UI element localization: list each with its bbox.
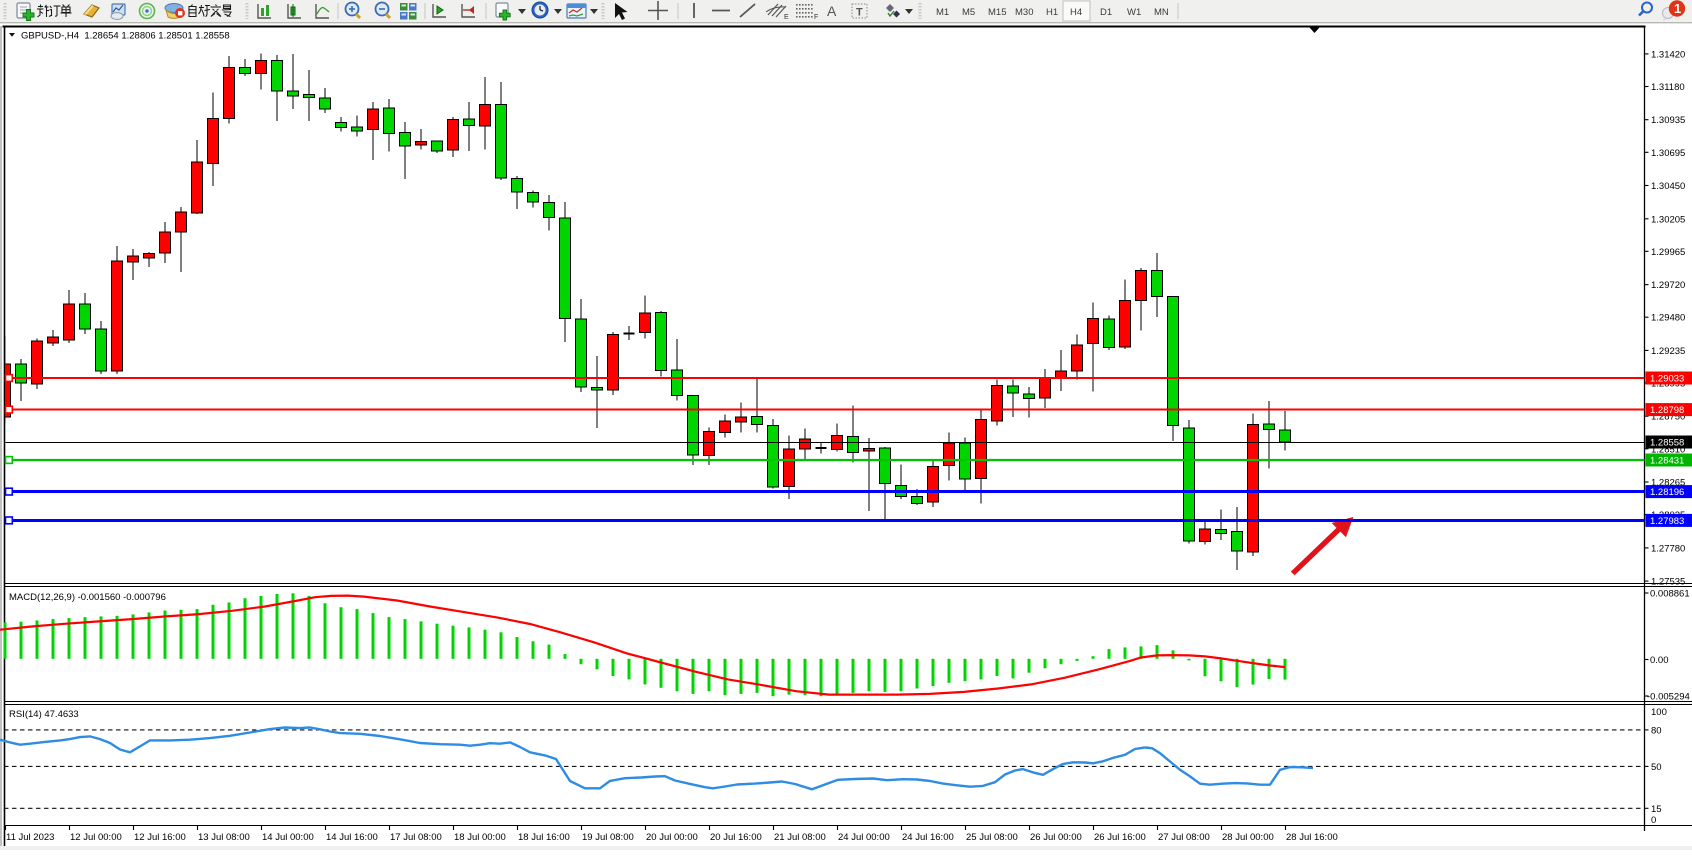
- svg-text:11 Jul 2023: 11 Jul 2023: [6, 832, 54, 843]
- svg-text:1.31420: 1.31420: [1651, 49, 1685, 60]
- svg-text:24 Jul 16:00: 24 Jul 16:00: [902, 832, 954, 843]
- svg-text:-0.005294: -0.005294: [1647, 692, 1690, 703]
- svg-text:18 Jul 00:00: 18 Jul 00:00: [454, 832, 506, 843]
- svg-text:F: F: [814, 14, 818, 21]
- svg-text:26 Jul 16:00: 26 Jul 16:00: [1094, 832, 1146, 843]
- svg-text:1: 1: [1674, 1, 1681, 16]
- svg-text:14 Jul 16:00: 14 Jul 16:00: [326, 832, 378, 843]
- svg-text:0.00: 0.00: [1650, 655, 1669, 666]
- svg-text:15: 15: [1651, 804, 1662, 815]
- svg-text:GBPUSD-,H4 1.28654 1.28806 1.: GBPUSD-,H4 1.28654 1.28806 1.28501 1.285…: [21, 31, 230, 42]
- svg-text:1.30935: 1.30935: [1651, 115, 1685, 126]
- svg-text:18 Jul 16:00: 18 Jul 16:00: [518, 832, 570, 843]
- svg-text:H1: H1: [1046, 7, 1058, 18]
- svg-text:A: A: [827, 3, 837, 19]
- svg-text:28 Jul 00:00: 28 Jul 00:00: [1222, 832, 1274, 843]
- svg-text:24 Jul 00:00: 24 Jul 00:00: [838, 832, 890, 843]
- svg-text:1.29965: 1.29965: [1651, 247, 1685, 258]
- svg-text:1.31180: 1.31180: [1651, 82, 1685, 93]
- svg-text:28 Jul 16:00: 28 Jul 16:00: [1286, 832, 1338, 843]
- svg-text:20 Jul 00:00: 20 Jul 00:00: [646, 832, 698, 843]
- svg-text:M30: M30: [1015, 7, 1033, 18]
- svg-text:50: 50: [1651, 762, 1662, 773]
- svg-text:1.29480: 1.29480: [1651, 313, 1685, 324]
- svg-text:1.28798: 1.28798: [1650, 405, 1684, 416]
- svg-text:D1: D1: [1100, 7, 1112, 18]
- svg-text:13 Jul 08:00: 13 Jul 08:00: [198, 832, 250, 843]
- svg-text:M1: M1: [936, 7, 949, 18]
- svg-text:H4: H4: [1070, 7, 1082, 18]
- svg-text:1.28196: 1.28196: [1650, 487, 1684, 498]
- svg-text:25 Jul 08:00: 25 Jul 08:00: [966, 832, 1018, 843]
- svg-text:1.27780: 1.27780: [1651, 543, 1685, 554]
- svg-text:12 Jul 00:00: 12 Jul 00:00: [70, 832, 122, 843]
- svg-text:M15: M15: [988, 7, 1006, 18]
- svg-text:RSI(14) 47.4633: RSI(14) 47.4633: [9, 709, 79, 720]
- svg-text:100: 100: [1651, 707, 1667, 718]
- svg-text:1.29720: 1.29720: [1651, 280, 1685, 291]
- svg-text:1.28431: 1.28431: [1650, 456, 1684, 467]
- svg-text:12 Jul 16:00: 12 Jul 16:00: [134, 832, 186, 843]
- svg-text:1.27535: 1.27535: [1651, 577, 1685, 588]
- svg-text:17 Jul 08:00: 17 Jul 08:00: [390, 832, 442, 843]
- svg-text:1.28558: 1.28558: [1650, 438, 1684, 449]
- svg-text:E: E: [784, 14, 789, 21]
- svg-text:1.27983: 1.27983: [1650, 516, 1684, 527]
- svg-text:1.30695: 1.30695: [1651, 148, 1685, 159]
- svg-text:1.30205: 1.30205: [1651, 214, 1685, 225]
- svg-text:1.30450: 1.30450: [1651, 181, 1685, 192]
- svg-text:0: 0: [1651, 815, 1656, 826]
- svg-text:14 Jul 00:00: 14 Jul 00:00: [262, 832, 314, 843]
- svg-text:W1: W1: [1127, 7, 1141, 18]
- svg-text:80: 80: [1651, 725, 1662, 736]
- svg-text:0.008861: 0.008861: [1650, 589, 1690, 600]
- svg-text:T: T: [856, 7, 863, 19]
- svg-text:21 Jul 08:00: 21 Jul 08:00: [774, 832, 826, 843]
- svg-text:M5: M5: [962, 7, 975, 18]
- svg-text:27 Jul 08:00: 27 Jul 08:00: [1158, 832, 1210, 843]
- svg-text:MACD(12,26,9) -0.001560 -0.000: MACD(12,26,9) -0.001560 -0.000796: [9, 592, 166, 603]
- svg-text:20 Jul 16:00: 20 Jul 16:00: [710, 832, 762, 843]
- svg-text:19 Jul 08:00: 19 Jul 08:00: [582, 832, 634, 843]
- svg-text:1.29033: 1.29033: [1650, 374, 1684, 385]
- svg-text:26 Jul 00:00: 26 Jul 00:00: [1030, 832, 1082, 843]
- svg-text:1.29235: 1.29235: [1651, 346, 1685, 357]
- svg-text:MN: MN: [1154, 7, 1169, 18]
